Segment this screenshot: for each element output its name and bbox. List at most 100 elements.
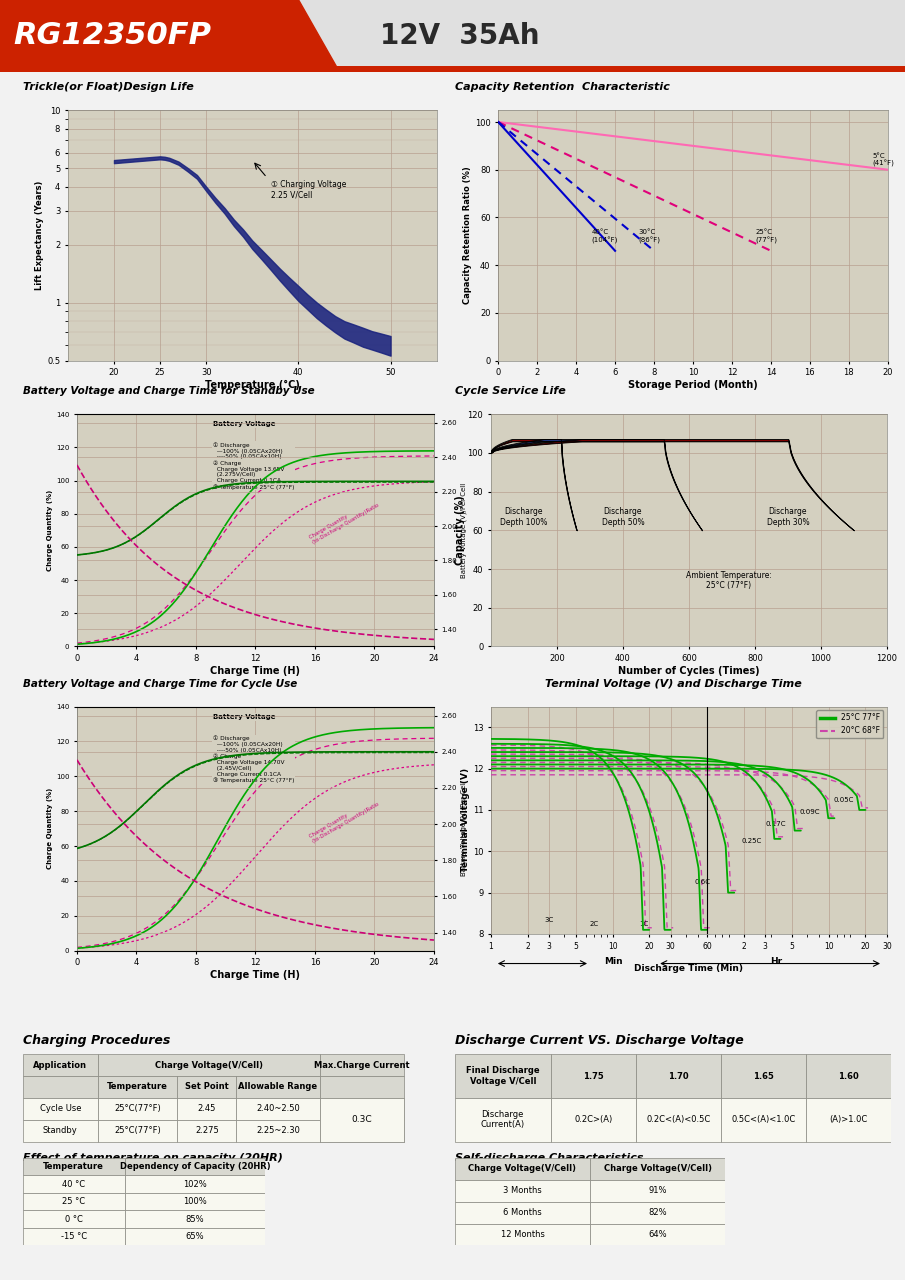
Text: 0.09C: 0.09C: [800, 809, 820, 815]
Text: 0.05C: 0.05C: [834, 796, 854, 803]
Text: 65%: 65%: [186, 1233, 205, 1242]
Text: 0.3C: 0.3C: [351, 1115, 372, 1124]
Bar: [236, 1098, 319, 1120]
Bar: [177, 1098, 236, 1120]
Text: Charge Voltage(V/Cell): Charge Voltage(V/Cell): [155, 1061, 262, 1070]
Bar: [0, 67, 905, 72]
Text: 6 Months: 6 Months: [503, 1208, 542, 1217]
Bar: [319, 1055, 404, 1076]
Text: 91%: 91%: [649, 1187, 667, 1196]
Text: 0.3C: 0.3C: [352, 1105, 371, 1114]
Bar: [23, 1120, 98, 1142]
Text: ① Discharge
  —100% (0.05CAx20H)
  ----50% (0.05CAx10H)
② Charge
  Charge Voltag: ① Discharge —100% (0.05CAx20H) ----50% (…: [213, 442, 294, 490]
Text: Ambient Temperature:
25°C (77°F): Ambient Temperature: 25°C (77°F): [686, 571, 771, 590]
Legend: 25°C 77°F, 20°C 68°F: 25°C 77°F, 20°C 68°F: [816, 710, 883, 739]
Text: 0.6C: 0.6C: [695, 879, 710, 886]
Text: 1.70: 1.70: [668, 1071, 689, 1080]
Text: Charge Voltage(V/Cell): Charge Voltage(V/Cell): [604, 1165, 712, 1174]
Bar: [590, 1202, 726, 1224]
Text: 64%: 64%: [649, 1230, 667, 1239]
Text: 85%: 85%: [186, 1215, 205, 1224]
Text: Discharge
Depth 30%: Discharge Depth 30%: [767, 507, 809, 526]
Bar: [454, 1202, 590, 1224]
X-axis label: Storage Period (Month): Storage Period (Month): [628, 380, 757, 390]
Text: Battery Voltage: Battery Voltage: [213, 421, 275, 428]
Bar: [98, 1098, 177, 1120]
Text: 2C: 2C: [589, 920, 598, 927]
Text: 12V  35Ah: 12V 35Ah: [380, 22, 539, 50]
Text: Charge Quantity
(to-Discharge Quantity)Ratio: Charge Quantity (to-Discharge Quantity)R…: [309, 797, 380, 845]
Bar: [23, 1193, 125, 1211]
Bar: [236, 1076, 319, 1098]
X-axis label: Charge Time (H): Charge Time (H): [211, 970, 300, 980]
Text: 0.2C>(A): 0.2C>(A): [575, 1115, 613, 1124]
Bar: [98, 1076, 177, 1098]
Text: 25°C(77°F): 25°C(77°F): [114, 1105, 161, 1114]
Text: Final Discharge
Voltage V/Cell: Final Discharge Voltage V/Cell: [466, 1066, 539, 1085]
Bar: [636, 1055, 721, 1098]
Bar: [454, 1055, 551, 1098]
Text: Effect of temperature on capacity (20HR): Effect of temperature on capacity (20HR): [23, 1153, 282, 1164]
Text: ① Charging Voltage
2.25 V/Cell: ① Charging Voltage 2.25 V/Cell: [271, 180, 346, 200]
Bar: [319, 1076, 404, 1098]
Bar: [98, 1120, 177, 1142]
Text: 1.65: 1.65: [753, 1071, 774, 1080]
Bar: [125, 1157, 265, 1175]
Text: 0.5C<(A)<1.0C: 0.5C<(A)<1.0C: [731, 1115, 795, 1124]
Polygon shape: [0, 0, 339, 72]
Bar: [721, 1098, 806, 1142]
Bar: [23, 1211, 125, 1228]
Text: 0.25C: 0.25C: [742, 838, 762, 844]
Bar: [23, 1157, 125, 1175]
Text: 5°C
(41°F): 5°C (41°F): [872, 154, 894, 168]
Text: Capacity Retention  Characteristic: Capacity Retention Characteristic: [454, 82, 670, 92]
Y-axis label: Battery Voltage (V)/Per Cell: Battery Voltage (V)/Per Cell: [460, 781, 467, 877]
Text: 3 Months: 3 Months: [503, 1187, 542, 1196]
Bar: [551, 1098, 636, 1142]
Text: Allowable Range: Allowable Range: [238, 1083, 318, 1092]
Text: Max.Charge Current: Max.Charge Current: [314, 1061, 409, 1070]
Text: Battery Voltage and Charge Time for Cycle Use: Battery Voltage and Charge Time for Cycl…: [23, 678, 297, 689]
Text: 2.40~2.50: 2.40~2.50: [256, 1105, 300, 1114]
Text: Cycle Service Life: Cycle Service Life: [454, 387, 566, 397]
Y-axis label: Charge Quantity (%): Charge Quantity (%): [47, 788, 53, 869]
Text: 82%: 82%: [649, 1208, 667, 1217]
Text: 100%: 100%: [183, 1197, 207, 1206]
Text: Terminal Voltage (V) and Discharge Time: Terminal Voltage (V) and Discharge Time: [545, 678, 802, 689]
Y-axis label: Charge Quantity (%): Charge Quantity (%): [47, 490, 53, 571]
Text: Charging Procedures: Charging Procedures: [23, 1034, 170, 1047]
Bar: [454, 1098, 551, 1142]
X-axis label: Charge Time (H): Charge Time (H): [211, 666, 300, 676]
Text: Temperature: Temperature: [108, 1083, 168, 1092]
Bar: [806, 1098, 891, 1142]
Text: Discharge
Depth 50%: Discharge Depth 50%: [602, 507, 644, 526]
Text: 1C: 1C: [639, 920, 648, 927]
Text: Self-discharge Characteristics: Self-discharge Characteristics: [454, 1153, 643, 1164]
Text: 25°C(77°F): 25°C(77°F): [114, 1126, 161, 1135]
Text: 3C: 3C: [545, 916, 554, 923]
Text: Charge Voltage(V/Cell): Charge Voltage(V/Cell): [469, 1165, 576, 1174]
Bar: [23, 1175, 125, 1193]
Bar: [319, 1098, 404, 1120]
Text: (A)>1.0C: (A)>1.0C: [830, 1115, 868, 1124]
Text: Charge Quantity
(to-Discharge Quantity)Ratio: Charge Quantity (to-Discharge Quantity)R…: [309, 498, 380, 545]
Text: 0 °C: 0 °C: [64, 1215, 82, 1224]
Y-axis label: Capacity (%): Capacity (%): [455, 495, 465, 566]
Text: Min: Min: [605, 956, 623, 965]
Bar: [236, 1120, 319, 1142]
Text: 12 Months: 12 Months: [500, 1230, 545, 1239]
Text: Battery Voltage: Battery Voltage: [213, 714, 275, 719]
Bar: [125, 1193, 265, 1211]
Text: Trickle(or Float)Design Life: Trickle(or Float)Design Life: [23, 82, 194, 92]
Text: Discharge
Depth 100%: Discharge Depth 100%: [500, 507, 548, 526]
Y-axis label: Lift Expectancy (Years): Lift Expectancy (Years): [35, 180, 44, 291]
Text: 2.25~2.30: 2.25~2.30: [256, 1126, 300, 1135]
Text: Standby: Standby: [43, 1126, 78, 1135]
Text: 1.75: 1.75: [583, 1071, 604, 1080]
Bar: [590, 1180, 726, 1202]
Bar: [636, 1098, 721, 1142]
Text: 30°C
(86°F): 30°C (86°F): [638, 229, 661, 243]
Text: -15 °C: -15 °C: [61, 1233, 87, 1242]
Y-axis label: Capacity Retention Ratio (%): Capacity Retention Ratio (%): [463, 166, 472, 305]
Text: 2.45: 2.45: [197, 1105, 216, 1114]
